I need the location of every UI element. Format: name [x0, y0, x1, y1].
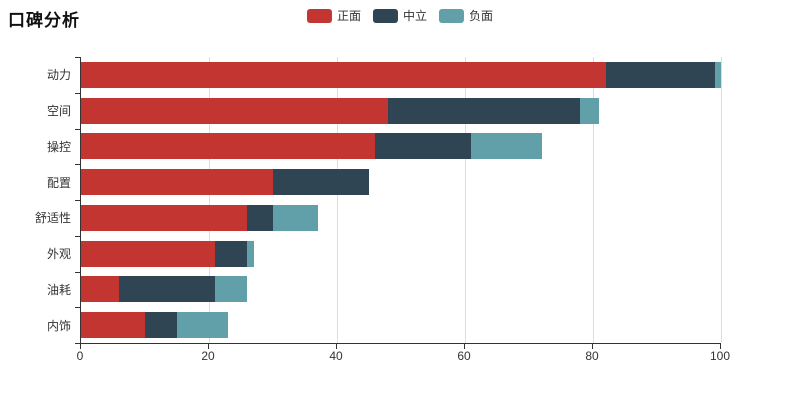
- bar-row: [81, 169, 369, 196]
- bar-segment-负面[interactable]: [177, 312, 229, 339]
- legend-swatch-icon: [372, 8, 398, 23]
- gridline: [465, 57, 466, 343]
- chart-title: 口碑分析: [8, 11, 80, 30]
- bar-segment-正面[interactable]: [81, 240, 216, 267]
- x-axis-tick: [336, 344, 337, 349]
- bar-segment-正面[interactable]: [81, 97, 389, 124]
- y-axis-category-label: 配置: [46, 175, 71, 190]
- bar-segment-中立[interactable]: [215, 240, 248, 267]
- bar-row: [81, 312, 229, 339]
- y-axis-tick: [75, 200, 80, 201]
- gridline: [209, 57, 210, 343]
- y-axis-tick: [75, 307, 80, 309]
- bar-segment-正面[interactable]: [81, 204, 248, 231]
- bar-row: [81, 133, 542, 160]
- y-axis-category-label: 操控: [46, 139, 71, 154]
- x-axis-tick-label: 80: [585, 349, 599, 363]
- legend-swatch-icon: [439, 8, 465, 23]
- y-axis-category-label: 油耗: [46, 282, 71, 297]
- y-axis-tick: [75, 271, 80, 273]
- bar-segment-中立[interactable]: [119, 276, 216, 303]
- legend-item-正面[interactable]: 正面: [306, 7, 361, 24]
- x-axis-tick-label: 100: [709, 349, 731, 363]
- y-axis-category-label: 舒适性: [34, 211, 71, 226]
- legend-item-中立[interactable]: 中立: [372, 7, 428, 24]
- y-axis-tick: [75, 164, 80, 166]
- bar-segment-负面[interactable]: [580, 97, 600, 124]
- bar-segment-负面[interactable]: [714, 61, 721, 88]
- bar-segment-中立[interactable]: [375, 133, 472, 160]
- x-axis-tick-label: 0: [76, 349, 84, 363]
- gridline: [721, 57, 722, 343]
- x-axis-tick-label: 20: [201, 349, 215, 363]
- legend-item-负面[interactable]: 负面: [439, 7, 493, 24]
- x-axis-tick: [464, 344, 465, 349]
- y-axis-category-label: 外观: [46, 247, 71, 262]
- bar-segment-正面[interactable]: [81, 276, 120, 303]
- bar-segment-正面[interactable]: [81, 312, 145, 339]
- legend-label: 正面: [336, 9, 361, 23]
- bar-segment-中立[interactable]: [273, 169, 369, 196]
- bar-segment-中立[interactable]: [145, 312, 177, 339]
- bar-segment-中立[interactable]: [605, 61, 715, 88]
- bar-row: [81, 276, 248, 303]
- y-axis-category-label: 动力: [46, 68, 71, 83]
- y-axis-tick: [75, 343, 80, 344]
- bar-row: [81, 240, 254, 267]
- bar-row: [81, 204, 318, 231]
- legend-label: 负面: [469, 9, 494, 23]
- x-axis-tick: [80, 344, 81, 349]
- bar-segment-负面[interactable]: [272, 204, 318, 231]
- gridline: [593, 57, 594, 343]
- y-axis-tick: [75, 128, 80, 130]
- bar-segment-负面[interactable]: [247, 240, 254, 267]
- x-axis-tick-label: 40: [329, 349, 343, 363]
- y-axis-tick: [75, 57, 80, 58]
- bar-row: [81, 97, 600, 124]
- x-axis-tick-label: 60: [457, 349, 471, 363]
- y-axis-category-label: 空间: [46, 104, 71, 119]
- bar-segment-负面[interactable]: [471, 133, 542, 160]
- legend-swatch-icon: [306, 8, 332, 23]
- bar-segment-正面[interactable]: [81, 169, 273, 196]
- legend-label: 中立: [402, 9, 428, 23]
- bar-row: [81, 61, 721, 88]
- y-axis-tick: [75, 235, 80, 237]
- bar-segment-正面[interactable]: [81, 133, 376, 160]
- bar-segment-正面[interactable]: [81, 61, 606, 88]
- x-axis-tick: [720, 344, 721, 349]
- gridline: [337, 57, 338, 343]
- bar-segment-中立[interactable]: [247, 204, 273, 231]
- x-axis-tick: [208, 344, 209, 349]
- legend: 正面 中立 负面: [306, 7, 493, 24]
- bar-segment-中立[interactable]: [388, 97, 581, 124]
- plot-area: [80, 57, 722, 344]
- x-axis-tick: [592, 344, 593, 349]
- y-axis-category-label: 内饰: [46, 318, 71, 333]
- y-axis-tick: [75, 92, 80, 94]
- bar-segment-负面[interactable]: [215, 276, 248, 303]
